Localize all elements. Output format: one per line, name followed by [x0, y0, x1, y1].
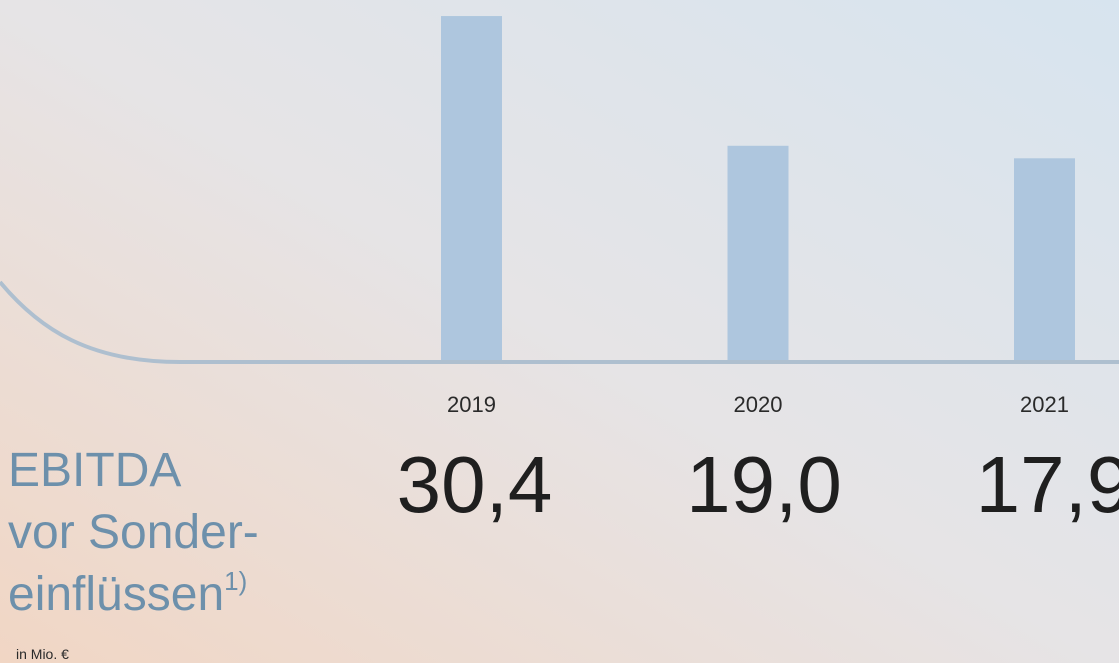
value-label: 17,9 — [976, 440, 1119, 529]
bar — [1014, 158, 1075, 362]
value-label: 19,0 — [686, 440, 842, 529]
title-line: einflüssen1) — [8, 566, 247, 621]
x-tick-label: 2021 — [1020, 392, 1069, 417]
bar — [441, 16, 502, 362]
x-tick-label: 2020 — [734, 392, 783, 417]
value-label: 30,4 — [397, 440, 553, 529]
title-line: einflüssen — [8, 568, 224, 621]
title-line: EBITDA — [8, 444, 181, 497]
title-line: vor Sonder- — [8, 506, 259, 559]
footnote-mark: 1) — [224, 566, 247, 596]
bar — [727, 145, 789, 362]
unit-label: in Mio. € — [16, 646, 69, 662]
x-tick-label: 2019 — [447, 392, 496, 417]
baseline-curve — [0, 280, 1119, 364]
